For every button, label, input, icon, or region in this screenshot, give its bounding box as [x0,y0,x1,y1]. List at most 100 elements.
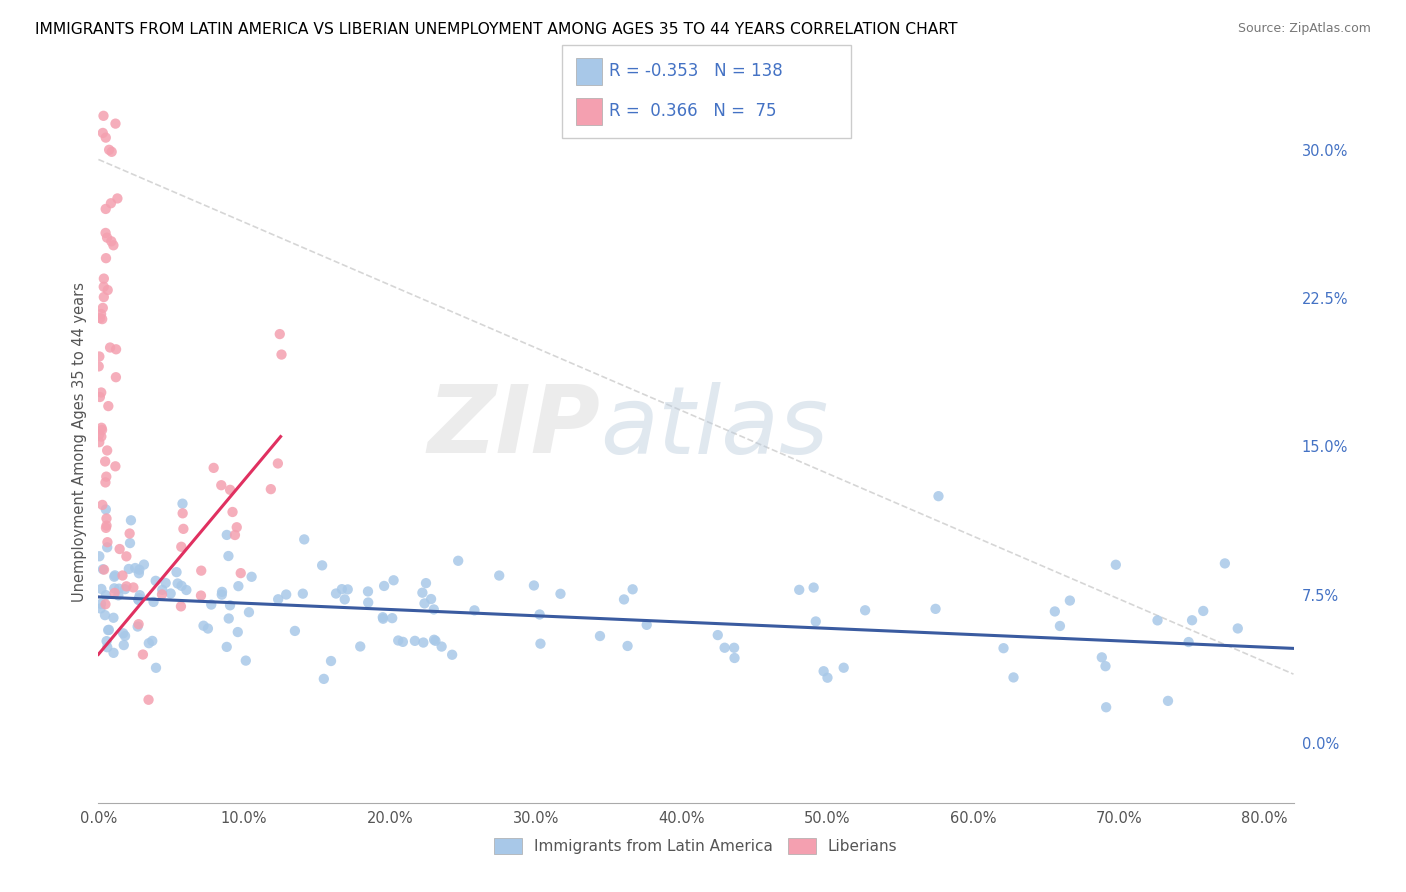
Point [89,601,111,615]
Point [1181,613,1204,627]
Point [172,497,194,511]
Point [787,582,810,597]
Point [616,639,638,653]
Point [211,585,233,599]
Legend: Immigrants from Latin America, Liberians: Immigrants from Latin America, Liberians [488,832,904,860]
Point [107,191,129,205]
Point [112,626,135,640]
Point [118,526,141,541]
Point [319,654,342,668]
Point [97,399,120,413]
Point [97,623,120,637]
Point [111,568,134,582]
Point [1213,557,1236,571]
Point [993,641,1015,656]
Point [172,522,194,536]
Point [924,602,946,616]
Point [284,624,307,638]
Point [404,633,426,648]
Point [127,592,149,607]
Point [150,587,173,601]
Point [197,622,219,636]
Point [96,634,118,648]
Point [96,640,118,655]
Point [89,350,111,364]
Point [1226,622,1249,636]
Point [269,327,291,342]
Point [200,598,222,612]
Point [1043,604,1066,618]
Point [423,602,446,616]
Point [96,518,118,533]
Point [1059,593,1081,607]
Point [145,661,167,675]
Point [94,226,117,240]
Point [114,629,136,643]
Point [387,633,409,648]
Point [93,271,115,285]
Point [1146,613,1168,627]
Point [159,586,181,600]
Point [91,498,114,512]
Point [1095,700,1118,714]
Point [108,541,131,556]
Point [420,592,443,607]
Point [529,637,551,651]
Point [217,549,239,563]
Point [145,574,167,588]
Point [221,505,243,519]
Point [488,568,510,582]
Point [96,541,118,555]
Point [94,130,117,145]
Text: ZIP: ZIP [427,381,600,473]
Point [90,307,112,321]
Point [94,588,117,602]
Point [219,599,242,613]
Point [142,595,165,609]
Point [128,566,150,581]
Point [87,359,110,374]
Point [93,290,115,304]
Point [357,595,380,609]
Point [122,581,145,595]
Point [94,251,117,265]
Point [141,634,163,648]
Point [93,109,115,123]
Point [103,582,125,596]
Text: R = -0.353   N = 138: R = -0.353 N = 138 [609,62,783,80]
Point [267,592,290,607]
Point [132,558,155,572]
Point [336,582,359,597]
Point [723,640,745,655]
Text: R =  0.366   N =  75: R = 0.366 N = 75 [609,103,776,120]
Point [90,597,112,611]
Point [441,648,464,662]
Point [176,582,198,597]
Point [415,576,437,591]
Point [124,561,146,575]
Point [373,579,395,593]
Point [621,582,644,597]
Point [118,536,141,550]
Point [100,235,122,249]
Point [108,582,131,596]
Point [103,238,125,252]
Point [463,603,485,617]
Point [120,513,142,527]
Point [170,599,193,614]
Point [150,582,173,597]
Point [128,617,150,632]
Point [128,591,150,606]
Text: atlas: atlas [600,382,828,473]
Point [96,511,118,525]
Point [523,578,546,592]
Point [371,610,394,624]
Point [381,611,404,625]
Point [218,611,240,625]
Point [589,629,612,643]
Point [225,520,247,534]
Point [312,672,335,686]
Text: IMMIGRANTS FROM LATIN AMERICA VS LIBERIAN UNEMPLOYMENT AMONG AGES 35 TO 44 YEARS: IMMIGRANTS FROM LATIN AMERICA VS LIBERIA… [35,22,957,37]
Point [91,312,114,326]
Point [170,540,193,554]
